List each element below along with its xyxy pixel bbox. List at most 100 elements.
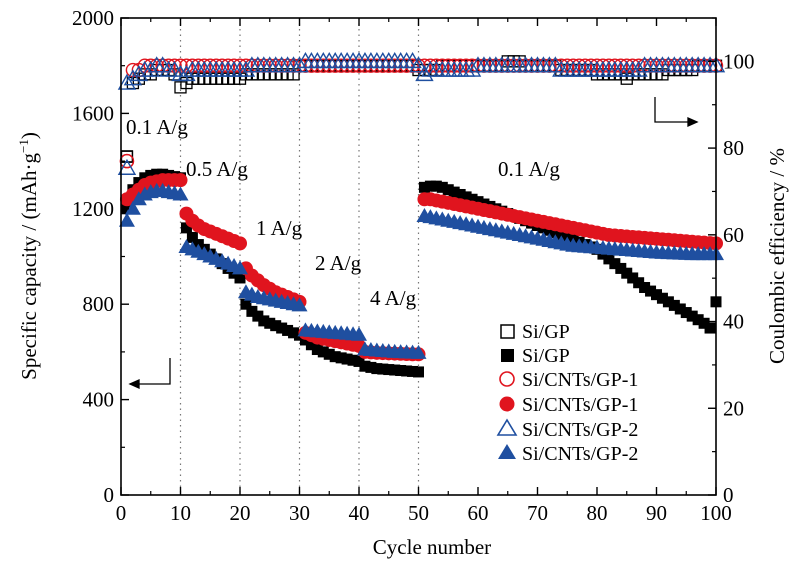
y-right-tick-label-40: 40 xyxy=(723,310,744,334)
data-point-s1-57 xyxy=(454,188,466,200)
data-point-s1-22 xyxy=(246,305,258,317)
data-point-s1-5 xyxy=(145,169,157,181)
data-point-s1-32 xyxy=(305,339,317,351)
data-point-s5-40 xyxy=(351,326,367,341)
data-point-s1-44 xyxy=(377,363,389,375)
data-point-s4-59 xyxy=(462,60,482,77)
data-point-s1-41 xyxy=(359,360,371,372)
data-point-s1-52 xyxy=(424,180,436,192)
x-axis-title: Cycle number xyxy=(373,535,491,559)
data-point-s5-20 xyxy=(232,260,248,275)
data-point-s5-10 xyxy=(172,186,189,201)
annotation-0-1-ag-start: 0.1 A/g xyxy=(126,115,188,139)
data-point-s4-5 xyxy=(141,60,160,77)
data-point-s1-53 xyxy=(430,180,442,192)
data-point-s1-72 xyxy=(543,224,555,236)
series-3-si-cnts-gp-1-circle-filled xyxy=(119,173,723,362)
y-left-tick-label-800: 800 xyxy=(83,292,115,316)
data-point-s1-35 xyxy=(323,348,335,360)
data-point-s5-50 xyxy=(410,344,427,359)
data-point-s4-3 xyxy=(129,64,149,82)
data-point-s4-30 xyxy=(290,56,309,73)
legend-entry-gp2-open: Si/CNTs/GP-2 xyxy=(496,418,638,441)
data-point-s1-60 xyxy=(472,196,484,208)
axes: 0 10 20 30 40 50 60 70 80 90 100040080012001600200… xyxy=(72,6,755,525)
data-point-s1-33 xyxy=(311,344,323,356)
y-left-tick-label-1600: 1600 xyxy=(72,101,114,125)
data-point-s1-28 xyxy=(282,324,294,336)
data-point-s1-88 xyxy=(639,282,651,294)
data-point-s3-10 xyxy=(173,173,188,188)
annotation-0-1-ag-end: 0.1 A/g xyxy=(498,157,560,181)
x-tick-label-60: 60 xyxy=(468,501,489,525)
legend-entry-gp1-filled: Si/CNTs/GP-1 xyxy=(499,394,638,416)
data-point-s1-92 xyxy=(662,296,674,308)
data-point-s1-12 xyxy=(186,231,198,243)
first-cycle-point-2 xyxy=(117,158,137,175)
x-tick-label-50: 50 xyxy=(408,501,429,525)
data-point-s1-84 xyxy=(615,262,627,274)
x-tick-label-0: 0 xyxy=(116,501,127,525)
data-point-s1-31 xyxy=(299,334,311,346)
data-point-s4-1 xyxy=(117,73,137,90)
data-point-s1-39 xyxy=(347,354,359,366)
data-point-s3-20 xyxy=(233,236,247,251)
data-point-s1-48 xyxy=(401,365,413,377)
data-point-s1-37 xyxy=(335,352,347,364)
x-tick-label-90: 90 xyxy=(646,501,667,525)
data-point-s1-25 xyxy=(264,317,276,329)
data-point-s1-86 xyxy=(627,272,639,284)
legend-entry-gp2-filled: Si/CNTs/GP-2 xyxy=(498,443,638,465)
data-point-s1-98 xyxy=(698,317,710,329)
data-point-s1-59 xyxy=(466,193,478,205)
data-point-s1-91 xyxy=(656,292,668,304)
data-point-s1-43 xyxy=(371,363,383,375)
annotation-4-ag: 4 A/g xyxy=(370,286,417,310)
data-point-s1-51 xyxy=(418,181,430,193)
data-point-s1-95 xyxy=(680,307,692,319)
svg-text:Si/GP: Si/GP xyxy=(522,345,570,367)
data-point-s1-99 xyxy=(704,322,716,334)
svg-text:Si/CNTs/GP-2: Si/CNTs/GP-2 xyxy=(522,443,638,465)
y-left-tick-label-400: 400 xyxy=(83,388,115,412)
x-tick-label-80: 80 xyxy=(587,501,608,525)
data-point-s4-21 xyxy=(236,60,256,77)
annotation-1-ag: 1 A/g xyxy=(256,216,303,240)
x-tick-label-10: 10 xyxy=(170,501,191,525)
data-point-s5-1 xyxy=(118,212,135,227)
legend-entry-gp1-open: Si/CNTs/GP-1 xyxy=(499,369,638,391)
x-tick-label-20: 20 xyxy=(230,501,251,525)
legend-entry-si-gp-open: Si/GP xyxy=(500,321,570,343)
y-axis-right-title: Coulombic efficiency / % xyxy=(765,148,789,364)
data-point-s1-24 xyxy=(258,315,270,327)
data-point-s1-38 xyxy=(341,353,353,365)
y-left-tick-label-0: 0 xyxy=(104,483,115,507)
y-right-tick-label-60: 60 xyxy=(723,223,744,247)
data-point-s1-21 xyxy=(240,298,252,310)
data-point-s1-87 xyxy=(633,277,645,289)
svg-text:Si/CNTs/GP-2: Si/CNTs/GP-2 xyxy=(522,419,638,441)
data-point-s1-49 xyxy=(407,365,419,377)
data-point-s1-6 xyxy=(151,168,163,180)
data-point-s4-51 xyxy=(415,64,434,82)
y-right-tick-label-80: 80 xyxy=(723,136,744,160)
data-point-s5-30 xyxy=(291,297,308,312)
data-point-s4-11 xyxy=(177,64,196,82)
annotation-2-ag: 2 A/g xyxy=(315,251,362,275)
data-point-s1-58 xyxy=(460,191,472,203)
data-point-s1-23 xyxy=(252,310,264,322)
legend-entry-si-gp-filled: Si/GP xyxy=(501,345,570,367)
y-right-tick-label-20: 20 xyxy=(723,396,744,420)
x-tick-label-70: 70 xyxy=(527,501,548,525)
x-tick-label-100: 100 xyxy=(700,501,732,525)
data-point-s1-4 xyxy=(139,172,151,184)
legend: Si/GP Si/GP Si/CNTs/GP-1 Si/CNTs/GP-1 Si… xyxy=(496,321,638,465)
data-point-s1-97 xyxy=(692,314,704,326)
data-point-s1-83 xyxy=(609,258,621,270)
data-point-s1-74 xyxy=(555,229,567,241)
y-left-tick-label-2000: 2000 xyxy=(72,6,114,30)
data-point-s1-34 xyxy=(317,346,329,358)
svg-text:Si/GP: Si/GP xyxy=(522,321,570,343)
data-point-s1-55 xyxy=(442,184,454,196)
data-point-s1-40 xyxy=(353,355,365,367)
